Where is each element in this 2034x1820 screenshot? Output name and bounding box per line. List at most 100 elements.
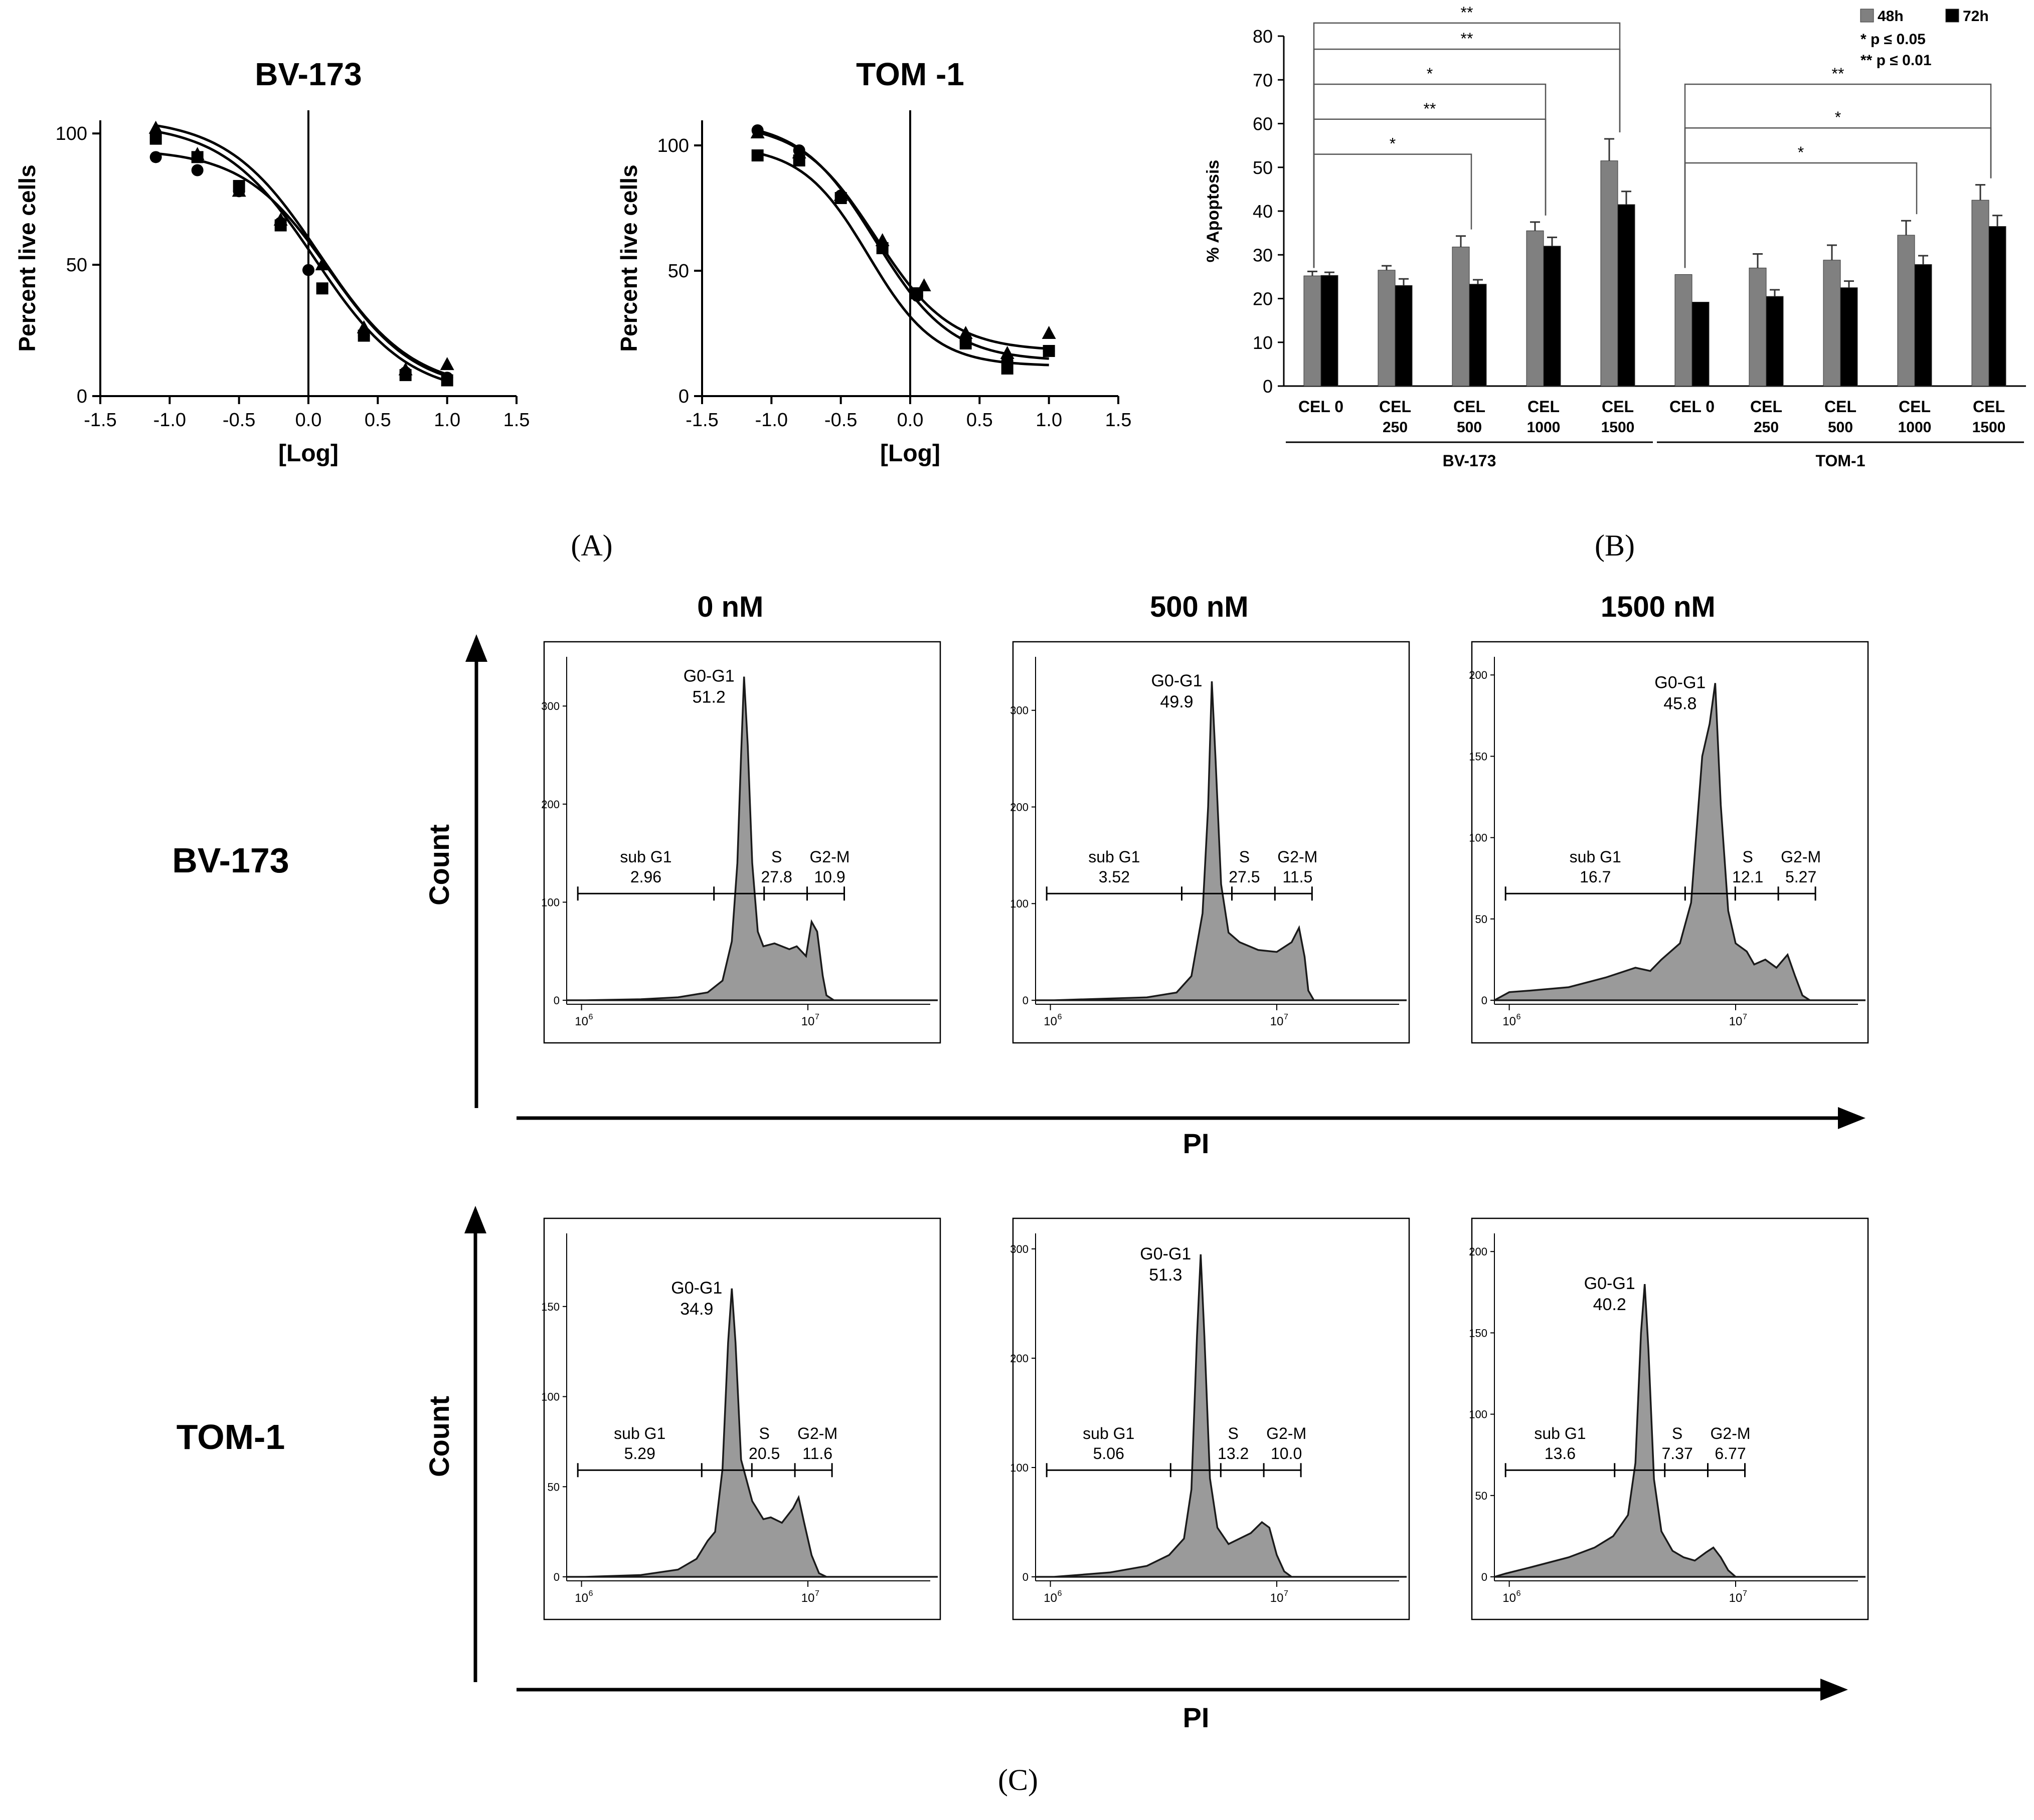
data-point <box>190 147 205 160</box>
bar-72h <box>1617 204 1635 387</box>
y-tick-label: 70 <box>1253 70 1273 90</box>
gate-label-G2M: G2-M <box>1277 848 1317 866</box>
y-tick-label: 100 <box>56 123 87 144</box>
x-tick-label: 10 <box>1044 1591 1057 1605</box>
significance-label: ** <box>1832 65 1844 83</box>
gate-label-S: S <box>771 848 782 866</box>
x-tick-label: 10 <box>1502 1591 1516 1605</box>
significance-bracket <box>1684 127 1992 268</box>
significance-label: * <box>1835 108 1841 126</box>
gate-label-G2M: G2-M <box>1266 1424 1306 1442</box>
x-tick-exponent: 6 <box>589 1013 593 1021</box>
gate-label-subG1: sub G1 <box>614 1424 665 1442</box>
panel-label-b: (B) <box>1595 529 1635 562</box>
data-point <box>315 257 329 271</box>
column-title: 500 nM <box>1150 591 1249 623</box>
gate-value-S: 12.1 <box>1732 868 1763 886</box>
bar-48h <box>1526 230 1544 387</box>
panel-b-apoptosis-bar-chart: 0 10 20 30 40 50 60 70 80 % Apoptosis CEL 0 CEL 250 C… <box>1204 4 2026 470</box>
gate-value-subG1: 5.06 <box>1093 1444 1124 1463</box>
gate-value-G2M: 10.0 <box>1271 1444 1302 1463</box>
y-tick-label: 10 <box>1253 332 1273 353</box>
y-tick-label: 300 <box>1010 704 1029 717</box>
category-label: CEL 0 <box>1298 398 1343 416</box>
chart-title: TOM -1 <box>856 56 964 92</box>
arrow-head <box>1820 1679 1848 1701</box>
y-tick-label: 0 <box>1481 994 1487 1007</box>
bar-48h <box>1971 200 1989 387</box>
data-point <box>148 120 163 134</box>
gate-label-subG1: sub G1 <box>1534 1424 1586 1442</box>
gate-label-g0g1: G0-G1 <box>1584 1274 1635 1293</box>
chart-title: BV-173 <box>255 56 362 92</box>
y-tick-label: 0 <box>1263 376 1273 397</box>
gate-value-G2M: 5.27 <box>1785 868 1816 886</box>
data-point <box>149 151 162 163</box>
significance-label: * <box>1390 135 1396 153</box>
bar-72h <box>1320 275 1338 387</box>
significance-label: ** <box>1461 30 1473 48</box>
x-tick-label: 1.5 <box>503 410 530 431</box>
significance-label: * <box>1427 65 1433 83</box>
gate-value-g0g1: 49.9 <box>1160 692 1193 711</box>
data-point <box>1001 362 1013 375</box>
data-point <box>1042 326 1056 339</box>
legend-item-label: 48h <box>1878 8 1904 25</box>
x-tick-label: 10 <box>575 1591 588 1605</box>
arrow-head <box>1838 1107 1866 1129</box>
y-tick-label: 100 <box>657 135 689 156</box>
data-point <box>357 320 371 333</box>
y-axis-label: Count <box>423 1396 455 1477</box>
row-label: TOM-1 <box>177 1417 285 1457</box>
significance-label: * <box>1798 143 1804 161</box>
y-tick-label: 0 <box>77 386 87 407</box>
category-label: CEL <box>1899 398 1931 416</box>
y-tick-label: 40 <box>1253 201 1273 222</box>
x-tick-label: 0.5 <box>966 410 993 431</box>
y-tick-label: 150 <box>1469 750 1487 763</box>
gate-value-g0g1: 51.2 <box>693 688 726 707</box>
data-point <box>792 145 806 158</box>
gate-label-G2M: G2-M <box>1711 1424 1751 1442</box>
significance-label: ** <box>1424 100 1436 118</box>
bar-48h <box>1823 260 1841 387</box>
category-label: 250 <box>1383 419 1408 436</box>
y-tick-label: 50 <box>668 261 689 282</box>
x-tick-label: -1.0 <box>755 410 788 431</box>
x-tick-label: -0.5 <box>824 410 857 431</box>
bar-48h <box>1600 160 1618 387</box>
data-point <box>273 213 288 226</box>
y-tick-label: 80 <box>1253 26 1273 47</box>
histogram-frame <box>1012 641 1410 1044</box>
category-label: CEL <box>1379 398 1411 416</box>
x-tick-exponent: 6 <box>1516 1589 1521 1598</box>
bar-72h <box>1543 246 1561 387</box>
fit-curve-line <box>757 131 1049 350</box>
x-tick-label: 10 <box>1729 1015 1743 1028</box>
y-tick-label: 50 <box>548 1481 560 1493</box>
y-tick-label: 200 <box>1010 801 1029 813</box>
x-tick-label: 10 <box>801 1591 815 1605</box>
data-point <box>1043 345 1055 357</box>
legend-swatch-48h <box>1860 9 1874 23</box>
y-tick-label: 100 <box>1469 832 1487 844</box>
gate-value-g0g1: 40.2 <box>1593 1295 1626 1314</box>
x-tick-exponent: 6 <box>1058 1013 1062 1021</box>
gate-value-S: 20.5 <box>749 1444 780 1463</box>
bar-72h <box>1469 284 1487 387</box>
histogram-area <box>567 676 938 1001</box>
y-tick-label: 100 <box>1010 897 1029 910</box>
legend-note: ** p ≤ 0.01 <box>1860 52 1932 69</box>
histogram-frame <box>1471 1217 1869 1620</box>
histogram-area <box>1494 683 1866 1001</box>
x-tick-label: 1.0 <box>1036 410 1062 431</box>
x-tick-exponent: 6 <box>1516 1013 1521 1021</box>
y-tick-label: 100 <box>541 896 560 908</box>
x-tick-exponent: 7 <box>1284 1589 1288 1598</box>
x-axis-label: [Log] <box>278 440 338 467</box>
x-axis-label: PI <box>1183 1128 1210 1159</box>
x-tick-label: 1.5 <box>1105 410 1132 431</box>
significance-bracket <box>1684 83 1992 268</box>
x-tick-label: 0.0 <box>295 410 322 431</box>
